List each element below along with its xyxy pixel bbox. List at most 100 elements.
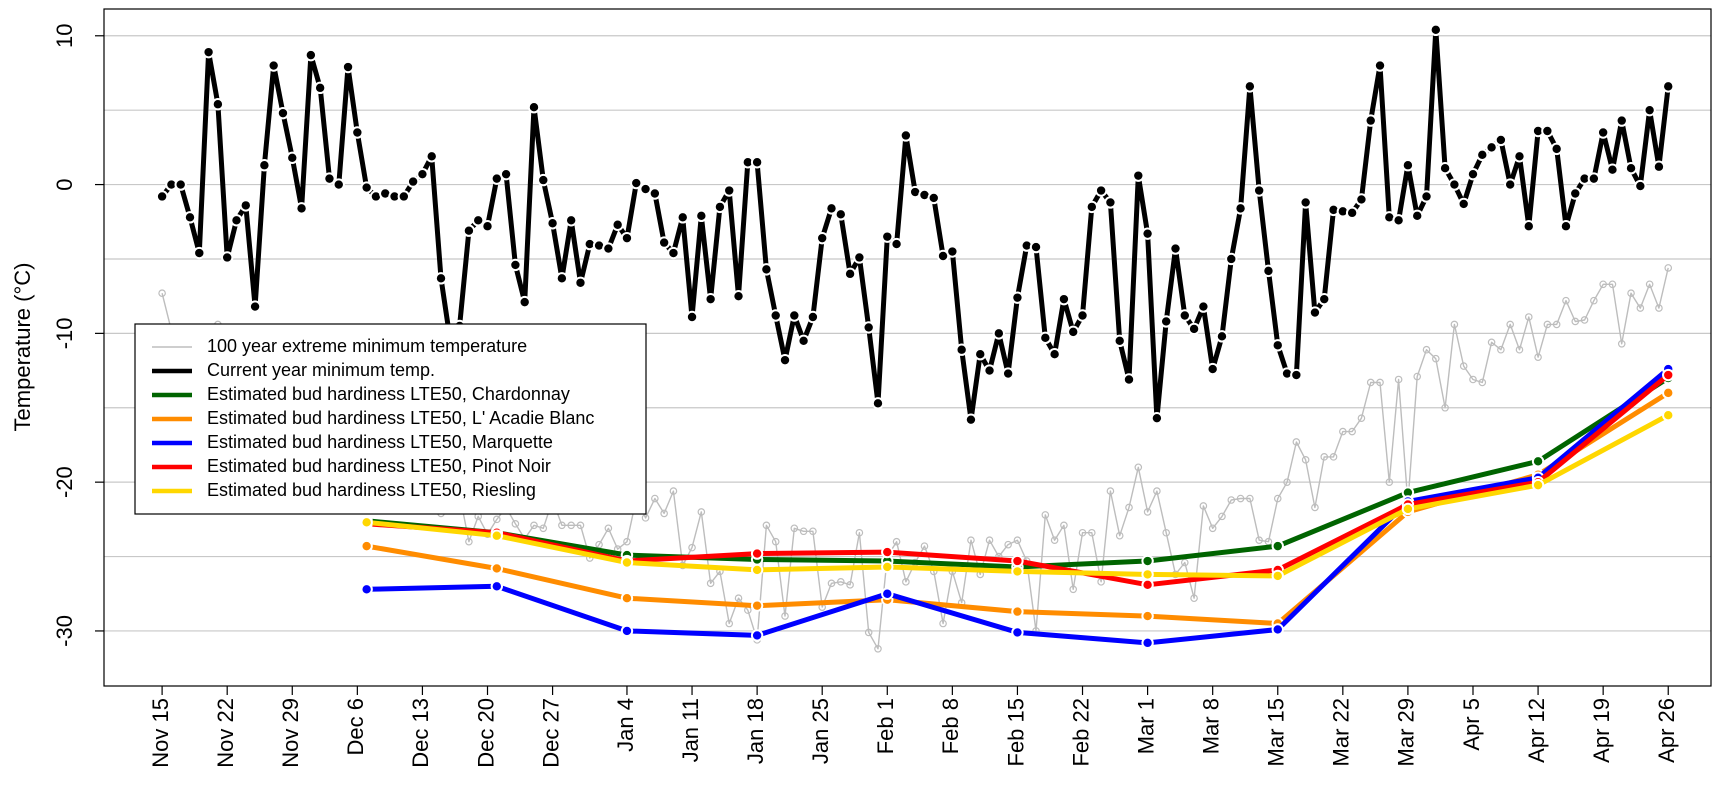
data-point (1236, 494, 1245, 503)
data-point (899, 129, 913, 142)
data-point (732, 289, 745, 303)
data-point (1515, 345, 1524, 354)
data-point (1234, 202, 1247, 215)
legend-label: Estimated bud hardiness LTE50, L' Acadie… (207, 408, 594, 428)
data-point (853, 251, 866, 264)
data-point (750, 629, 764, 642)
data-point (1078, 528, 1087, 537)
data-point (1011, 605, 1024, 618)
data-point (576, 521, 585, 530)
data-point (1459, 362, 1468, 370)
data-point (827, 579, 836, 588)
data-point (1141, 568, 1154, 581)
data-point (220, 251, 234, 264)
data-point (1197, 300, 1210, 313)
data-point (490, 529, 504, 542)
data-point (1559, 220, 1573, 233)
data-point (1599, 280, 1607, 289)
data-point (815, 231, 829, 245)
data-point (1187, 322, 1201, 336)
data-point (1478, 378, 1487, 387)
data-point (1422, 345, 1431, 354)
data-point (1636, 304, 1645, 312)
data-point (202, 45, 215, 59)
data-point (1401, 159, 1415, 172)
data-point (881, 230, 894, 243)
x-tick-label: Jan 25 (808, 698, 833, 764)
data-point (211, 98, 225, 111)
data-point (750, 547, 764, 560)
data-point (530, 521, 538, 530)
data-point (843, 267, 857, 281)
data-point (1643, 103, 1656, 117)
data-point (434, 272, 448, 285)
data-point (769, 309, 782, 322)
data-point (1199, 502, 1208, 510)
data-point (155, 190, 169, 203)
data-point (964, 413, 978, 426)
data-point (332, 178, 345, 191)
data-point (267, 59, 280, 72)
legend-label: 100 year extreme minimum temperature (207, 336, 527, 356)
data-point (620, 592, 634, 605)
data-point (685, 310, 699, 324)
data-point (425, 150, 438, 163)
data-point (723, 184, 736, 197)
data-point (1503, 178, 1517, 191)
y-tick-label: 0 (52, 178, 77, 190)
data-point (790, 524, 799, 533)
data-point (1227, 496, 1236, 504)
data-point (258, 159, 271, 172)
data-point (1299, 196, 1312, 209)
data-point (781, 612, 789, 620)
data-point (704, 292, 717, 306)
data-point (1206, 362, 1219, 376)
legend-label: Estimated bud hardiness LTE50, Chardonna… (207, 384, 570, 404)
data-point (604, 524, 613, 533)
data-point (667, 246, 680, 260)
data-point (1208, 524, 1217, 533)
x-tick-label: Apr 12 (1524, 698, 1549, 763)
data-point (1571, 317, 1580, 326)
data-point (855, 528, 864, 537)
data-point (1060, 521, 1068, 530)
data-point (1143, 508, 1152, 516)
data-point (1497, 345, 1505, 354)
data-point (1541, 124, 1554, 138)
x-tick-label: Jan 4 (613, 698, 638, 752)
data-point (620, 624, 634, 638)
data-point (1569, 187, 1582, 200)
data-point (1271, 339, 1284, 352)
data-point (983, 364, 996, 377)
data-point (1392, 214, 1405, 227)
data-point (611, 218, 624, 231)
y-tick-label: -30 (52, 615, 77, 647)
y-tick-label: -20 (52, 466, 77, 498)
data-point (799, 527, 808, 536)
data-point (1308, 306, 1322, 319)
data-point (1550, 142, 1563, 156)
data-point (1329, 453, 1338, 461)
data-point (1011, 626, 1024, 639)
data-point (1169, 242, 1182, 255)
data-point (1615, 114, 1628, 127)
data-point (360, 583, 373, 596)
data-point (1373, 59, 1387, 72)
data-point (1485, 141, 1498, 154)
data-point (1273, 494, 1282, 503)
data-point (230, 214, 243, 227)
data-point (1190, 594, 1198, 603)
x-tick-label: Feb 8 (938, 698, 963, 754)
data-point (651, 494, 659, 503)
data-point (416, 167, 429, 181)
data-point (1153, 487, 1161, 495)
data-point (1662, 409, 1675, 422)
data-point (1301, 456, 1310, 464)
data-point (1162, 528, 1170, 537)
data-point (1429, 23, 1443, 37)
data-point (1587, 172, 1601, 185)
x-tick-label: Nov 22 (213, 698, 238, 768)
data-point (1178, 309, 1191, 322)
data-point (465, 537, 473, 546)
